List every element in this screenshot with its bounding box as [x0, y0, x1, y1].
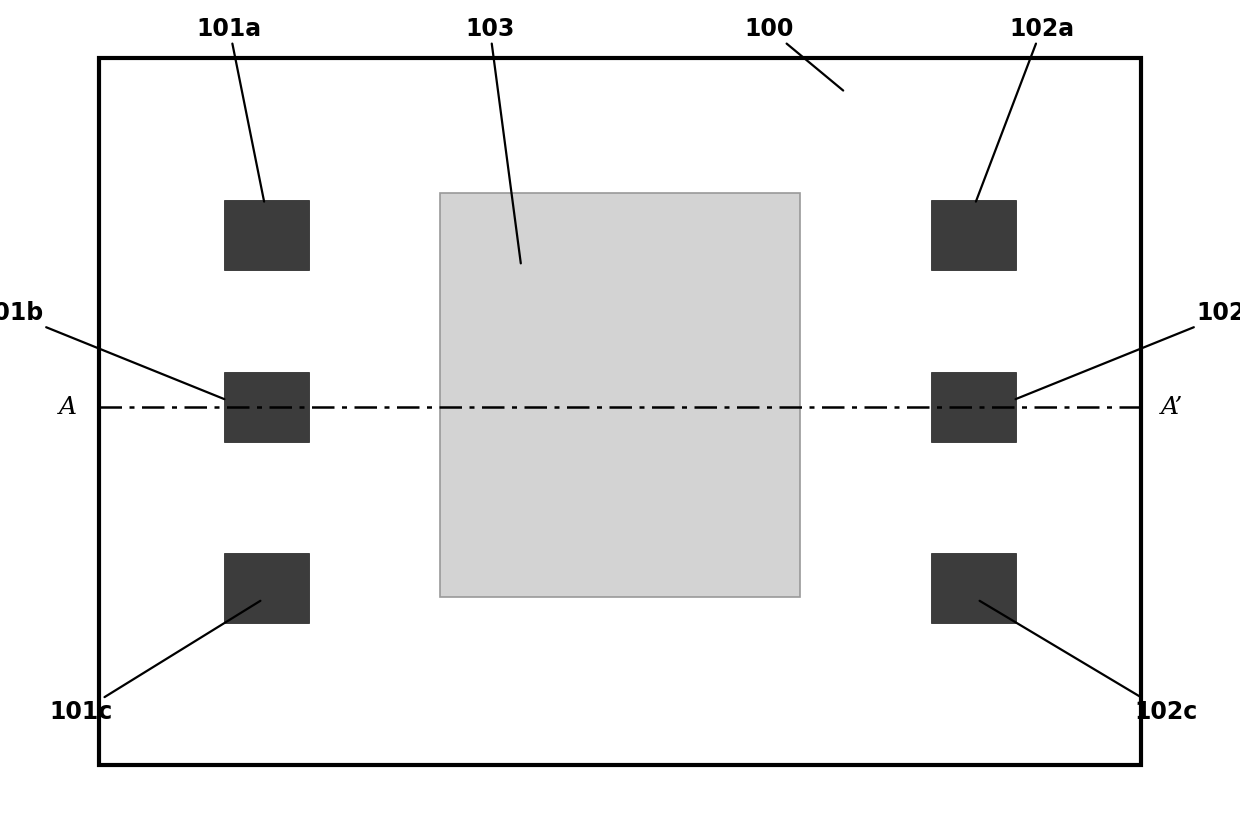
Text: 100: 100	[744, 16, 843, 91]
Text: 102c: 102c	[980, 601, 1198, 724]
Bar	[224, 554, 309, 624]
Bar	[931, 372, 1016, 443]
Bar	[224, 200, 309, 270]
Text: 102a: 102a	[976, 16, 1074, 202]
Bar	[440, 193, 800, 597]
Text: A: A	[60, 396, 77, 419]
Text: 101c: 101c	[48, 601, 260, 724]
Text: 101b: 101b	[0, 300, 224, 399]
Bar	[99, 58, 1141, 765]
Bar	[931, 200, 1016, 270]
Text: 102b: 102b	[1016, 300, 1240, 399]
Text: 103: 103	[465, 16, 521, 263]
Bar	[931, 554, 1016, 624]
Bar	[224, 372, 309, 443]
Text: A’: A’	[1161, 396, 1183, 419]
Text: 101a: 101a	[197, 16, 264, 202]
